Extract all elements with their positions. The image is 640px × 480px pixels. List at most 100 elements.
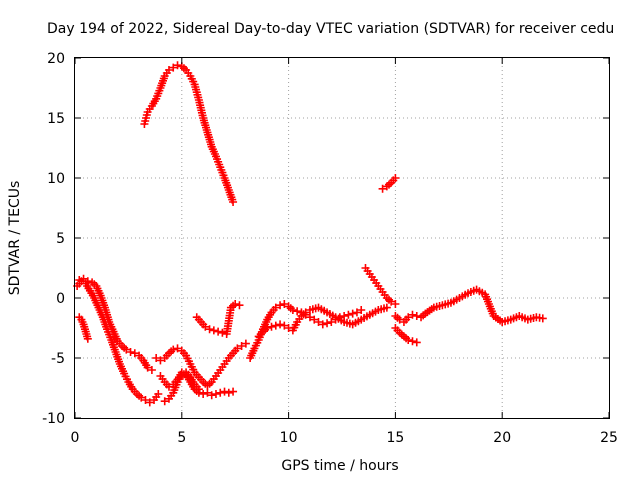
y-tick-label: -5 [51,351,65,367]
chart-title: Day 194 of 2022, Sidereal Day-to-day VTE… [47,21,614,37]
data-point [280,300,289,308]
data-point [229,387,238,396]
data-point [216,388,225,397]
series-early-high-arc [140,61,238,206]
y-axis-label: SDTVAR / TECUs [7,181,23,296]
data-point [348,309,357,318]
series-late-lower-band [254,303,391,341]
data-point [154,390,163,398]
data-point [344,310,353,319]
data-point [267,322,276,331]
series-early-upper-band [75,274,156,374]
x-tick-label: 25 [600,430,618,446]
y-tick-label: 20 [47,51,65,67]
x-tick-label: 10 [280,430,298,446]
data-point [263,324,272,332]
series-mid-short-segment [378,174,400,193]
data-point [209,326,218,335]
plot-frame [74,57,610,419]
data-point [126,348,135,356]
data-point [194,385,203,394]
data-point [408,310,417,319]
y-tick-label: 10 [47,171,65,187]
series-mid-cluster-a [152,339,250,390]
ticks: 0 5 10 15 20 25 -10 -5 0 5 10 15 20 [42,51,618,446]
data-point [169,63,178,72]
data-point [235,301,244,310]
series-mid-cluster-c [160,368,203,406]
data-point [147,366,156,374]
data-point [318,320,327,329]
data-point [231,300,240,308]
data-point [152,354,161,362]
data-point [391,300,400,308]
data-point [237,342,246,350]
data-point [233,344,242,353]
data-point [169,345,178,354]
x-tick-label: 15 [386,430,404,446]
data-point [201,322,210,331]
data-point [327,318,336,326]
data-point [301,308,310,317]
data-point [357,306,366,314]
data-point [271,303,280,312]
data-point [276,320,285,329]
data-point [214,327,223,336]
data-point [173,61,182,70]
data-point [280,321,289,330]
y-tick-label: 15 [47,111,65,127]
data-point [205,325,214,334]
data-point [83,277,92,286]
data-point [164,66,173,74]
data-point [404,313,413,322]
data-point [352,308,361,317]
y-tick-label: 0 [56,291,65,307]
data-point [130,349,139,358]
y-tick-label: 5 [56,231,65,247]
data-point [538,314,547,323]
data-point [408,337,417,346]
data-point [404,336,413,344]
data-point [156,356,165,365]
data-point [203,388,212,397]
data-point [75,276,84,284]
data-layer [73,61,547,407]
data-point [160,397,169,406]
data-point [310,315,319,324]
data-point [145,398,154,407]
data-point [323,319,332,328]
data-point [271,321,280,330]
data-point [79,274,88,283]
data-point [293,307,302,316]
data-point [143,363,152,372]
data-point [207,391,216,400]
data-point [211,390,220,398]
series-late-tail [391,285,547,326]
data-point [241,339,250,348]
data-point [173,344,182,353]
series-mid-short-pieces [192,300,244,338]
data-point [391,174,400,182]
x-tick-label: 5 [177,430,186,446]
data-point [387,297,396,306]
data-point [199,390,208,398]
data-point [220,387,229,396]
x-axis-label: GPS time / hours [281,458,398,474]
x-tick-label: 0 [71,430,80,446]
data-point [276,301,285,310]
data-point [224,388,233,397]
data-point [378,184,387,193]
data-point [288,306,297,314]
y-tick-label: -10 [42,411,65,427]
data-point [218,328,227,337]
series-early-side-segment [75,313,92,343]
data-point [412,338,421,347]
grid [75,58,609,418]
data-point [229,198,238,206]
data-point [314,318,323,326]
data-point [83,334,92,343]
series-late-peak [361,264,400,308]
series-late-drop [391,324,421,347]
x-tick-label: 20 [493,430,511,446]
